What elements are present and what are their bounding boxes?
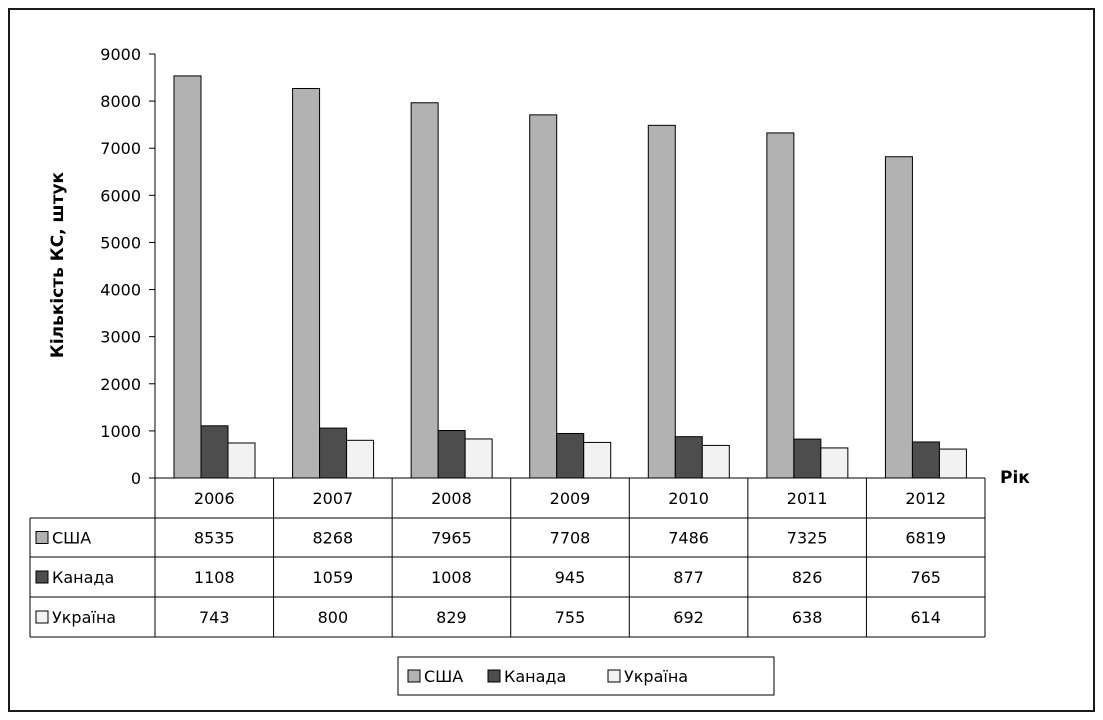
- table-series-name: Канада: [52, 568, 114, 587]
- bar-Україна-2007: [346, 439, 375, 479]
- y-tick-label: 8000: [100, 92, 141, 111]
- data-label: 829: [436, 608, 467, 627]
- y-tick-label: 1000: [100, 422, 141, 441]
- bar-США-2009: [529, 114, 558, 479]
- data-label: 7965: [431, 529, 472, 548]
- bar-Канада-2012: [911, 441, 940, 479]
- data-label: 1008: [431, 568, 472, 587]
- data-label: 7708: [550, 529, 591, 548]
- legend-label: США: [424, 667, 463, 686]
- x-tick-label: 2012: [905, 489, 946, 508]
- data-label: 7325: [787, 529, 828, 548]
- legend-swatch: [407, 669, 421, 683]
- bar-США-2010: [647, 124, 676, 479]
- x-tick-label: 2008: [431, 489, 472, 508]
- legend-swatch: [487, 669, 501, 683]
- bar-Канада-2010: [674, 436, 703, 479]
- data-label: 8535: [194, 529, 235, 548]
- table-legend-swatch: [35, 610, 49, 624]
- bar-Україна-2010: [701, 444, 730, 479]
- bar-США-2008: [410, 102, 439, 479]
- data-label: 826: [792, 568, 823, 587]
- table-series-name: Україна: [52, 608, 116, 627]
- bar-США-2006: [173, 75, 202, 479]
- x-tick-label: 2006: [194, 489, 235, 508]
- bar-Канада-2007: [319, 427, 348, 479]
- y-axis-label: Кількість КС, штук: [48, 171, 68, 358]
- bar-Україна-2008: [464, 438, 493, 479]
- bar-Україна-2011: [820, 447, 849, 479]
- data-label: 614: [910, 608, 941, 627]
- y-tick-label: 6000: [100, 186, 141, 205]
- x-tick-label: 2007: [312, 489, 353, 508]
- x-tick-label: 2011: [787, 489, 828, 508]
- bar-Канада-2006: [200, 425, 229, 479]
- table-legend-swatch: [35, 531, 49, 544]
- legend-label: Україна: [624, 667, 688, 686]
- data-label: 743: [199, 608, 230, 627]
- bar-Україна-2006: [227, 442, 256, 479]
- data-label: 692: [673, 608, 704, 627]
- data-label: 638: [792, 608, 823, 627]
- bar-Канада-2008: [437, 430, 466, 479]
- legend-swatch: [607, 669, 621, 683]
- bar-США-2012: [884, 156, 913, 479]
- data-label: 755: [555, 608, 586, 627]
- legend-label: Канада: [504, 667, 566, 686]
- data-label: 945: [555, 568, 586, 587]
- data-label: 6819: [905, 529, 946, 548]
- y-tick-label: 5000: [100, 233, 141, 252]
- bar-США-2007: [292, 87, 321, 479]
- bar-Україна-2012: [938, 448, 967, 479]
- bar-Канада-2011: [793, 438, 822, 479]
- y-tick-label: 0: [131, 469, 141, 488]
- x-tick-label: 2009: [550, 489, 591, 508]
- x-axis-label: Рік: [1000, 468, 1030, 488]
- bar-США-2011: [766, 132, 795, 479]
- data-label: 877: [673, 568, 704, 587]
- data-label: 1108: [194, 568, 235, 587]
- y-tick-label: 7000: [100, 139, 141, 158]
- legend: [397, 656, 775, 696]
- y-tick-label: 9000: [100, 45, 141, 64]
- y-tick-label: 3000: [100, 328, 141, 347]
- data-label: 1059: [312, 568, 353, 587]
- data-label: 8268: [312, 529, 353, 548]
- data-label: 765: [910, 568, 941, 587]
- bar-Канада-2009: [556, 432, 585, 479]
- data-label: 800: [318, 608, 349, 627]
- x-tick-label: 2010: [668, 489, 709, 508]
- table-legend-swatch: [35, 570, 49, 584]
- bar-Україна-2009: [583, 441, 612, 479]
- y-tick-label: 4000: [100, 281, 141, 300]
- data-label: 7486: [668, 529, 709, 548]
- table-series-name: США: [52, 529, 91, 548]
- y-tick-label: 2000: [100, 375, 141, 394]
